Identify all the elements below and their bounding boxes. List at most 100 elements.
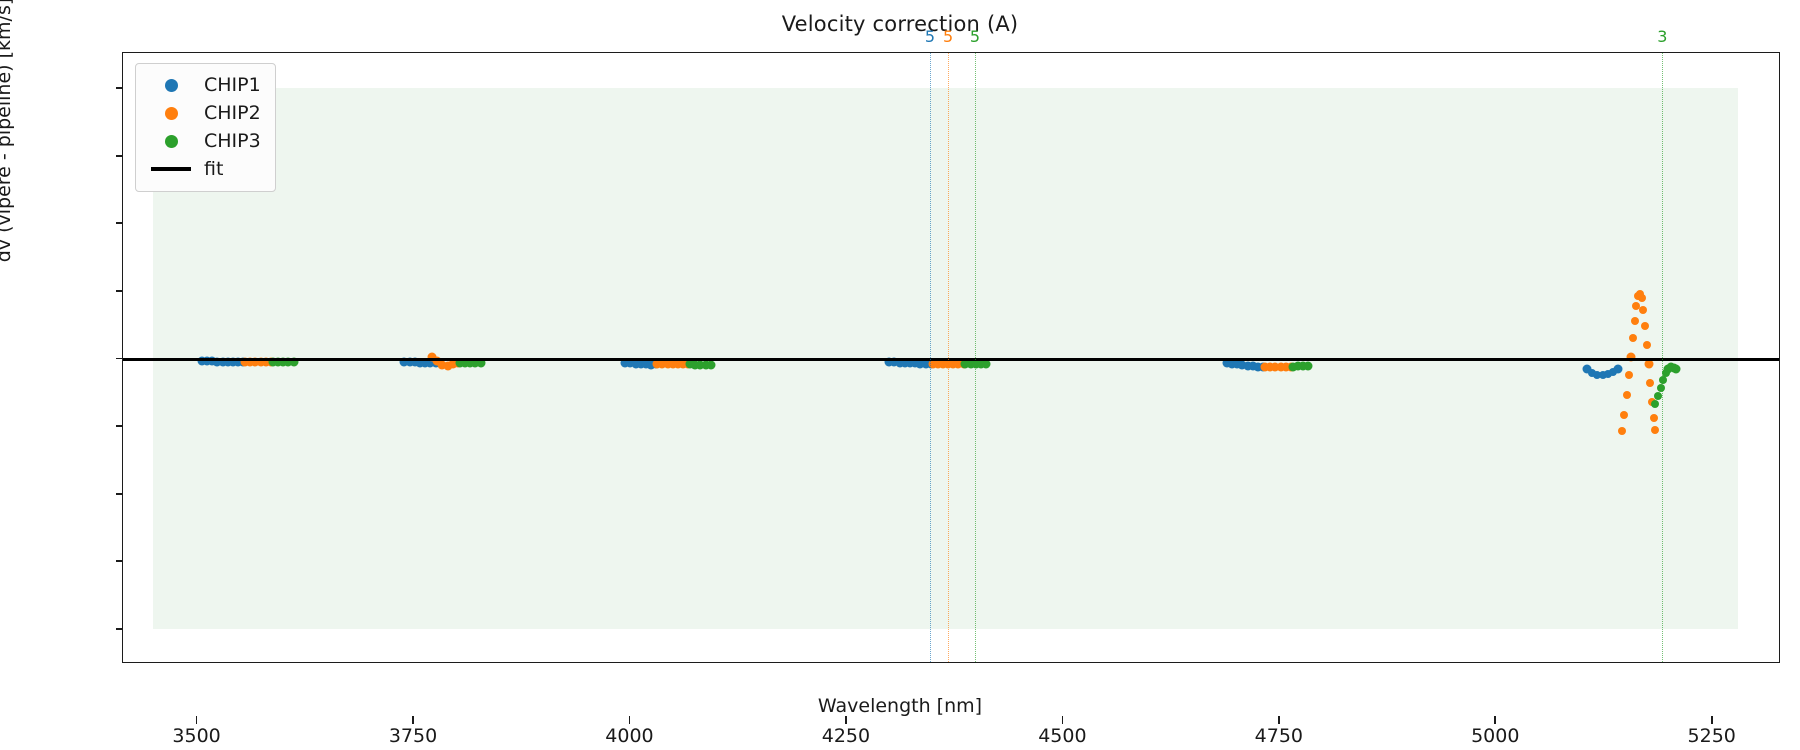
x-axis-label: Wavelength [nm]: [817, 695, 983, 717]
data-point: [1671, 364, 1681, 374]
legend-dot-icon: [164, 78, 178, 92]
x-tick-mark: [1494, 716, 1497, 724]
data-point: [1270, 362, 1280, 372]
data-point: [678, 359, 688, 369]
data-point: [268, 357, 278, 367]
x-tick-label: 4500: [1038, 725, 1087, 747]
data-point: [1630, 316, 1639, 325]
data-point: [1651, 426, 1660, 435]
data-point: [240, 357, 250, 367]
data-point: [465, 358, 475, 368]
x-tick-label: 3750: [388, 725, 438, 747]
data-point: [1260, 362, 1270, 372]
data-point: [289, 357, 299, 367]
data-point: [1253, 362, 1263, 372]
legend-item-chip3[interactable]: CHIP3: [148, 127, 261, 155]
x-tick-mark: [412, 716, 414, 724]
x-tick-mark: [195, 716, 198, 724]
data-point: [1661, 369, 1670, 378]
data-point: [1639, 305, 1648, 314]
data-point: [685, 359, 695, 369]
data-point: [476, 358, 486, 368]
plot-clip: [123, 53, 1779, 662]
data-point: [1603, 370, 1612, 379]
data-point: [1222, 358, 1232, 368]
data-point: [1649, 413, 1658, 422]
data-point: [910, 358, 920, 368]
x-tick-mark: [845, 716, 847, 724]
data-point: [1288, 362, 1298, 372]
data-point: [1637, 293, 1646, 302]
vertical-marker-line: [1662, 53, 1664, 662]
x-tick-mark: [1061, 716, 1064, 724]
y-tick-mark: [116, 154, 123, 157]
data-point: [938, 359, 948, 369]
legend-item-label: CHIP1: [204, 74, 261, 96]
data-point: [1632, 301, 1641, 310]
data-point: [283, 357, 293, 367]
data-point: [256, 357, 266, 367]
vertical-marker-label: 3: [1657, 27, 1668, 46]
data-point: [223, 357, 233, 367]
data-point: [1237, 360, 1247, 370]
data-point: [641, 359, 651, 369]
data-point: [1598, 371, 1607, 380]
data-point: [1651, 400, 1660, 409]
data-point: [1298, 361, 1308, 371]
data-point: [915, 359, 925, 369]
data-point: [1617, 427, 1626, 436]
data-point: [960, 359, 970, 369]
legend-swatch: [148, 78, 194, 92]
vertical-marker-label: 5: [924, 27, 936, 46]
data-point: [273, 357, 283, 367]
x-tick-label: 4750: [1254, 725, 1303, 747]
y-tick-mark: [116, 357, 123, 360]
x-tick-label: 4250: [821, 725, 871, 747]
data-point: [245, 357, 255, 367]
legend-item-chip2[interactable]: CHIP2: [148, 99, 261, 127]
data-point: [1641, 322, 1650, 331]
data-point: [900, 358, 910, 368]
data-point: [663, 359, 673, 369]
data-point: [884, 357, 894, 367]
vertical-marker-line: [974, 53, 976, 662]
data-point: [1654, 392, 1663, 401]
legend-item-label: fit: [204, 158, 224, 180]
data-point: [905, 358, 915, 368]
data-point: [278, 357, 288, 367]
legend-swatch: [148, 134, 194, 148]
data-point: [706, 360, 716, 370]
legend-dot-icon: [164, 106, 178, 120]
data-point: [1642, 340, 1651, 349]
data-point: [1227, 359, 1237, 369]
data-point: [895, 358, 905, 368]
vertical-marker-label: 5: [943, 27, 954, 46]
data-point: [233, 357, 243, 367]
legend-item-fit[interactable]: fit: [148, 155, 261, 183]
data-point: [966, 359, 976, 369]
data-point: [212, 357, 222, 367]
data-point: [1644, 359, 1654, 369]
data-point: [1626, 352, 1636, 362]
y-axis-label: dv (vipere - pipeline) [km/s]: [0, 0, 15, 263]
data-point: [652, 359, 662, 369]
data-point: [928, 359, 938, 369]
legend-swatch: [148, 167, 194, 171]
data-point: [250, 357, 260, 367]
data-point: [455, 358, 465, 368]
y-tick-mark: [116, 290, 123, 292]
legend-item-label: CHIP3: [204, 130, 261, 152]
data-point: [1243, 361, 1253, 371]
data-point: [1293, 361, 1303, 371]
data-point: [921, 359, 931, 369]
data-point: [425, 358, 435, 368]
data-point: [657, 359, 667, 369]
data-point: [437, 360, 447, 370]
legend-item-chip1[interactable]: CHIP1: [148, 71, 261, 99]
data-point: [620, 358, 630, 368]
x-tick-label: 5000: [1471, 725, 1520, 747]
legend-swatch: [148, 106, 194, 120]
data-point: [415, 358, 425, 368]
